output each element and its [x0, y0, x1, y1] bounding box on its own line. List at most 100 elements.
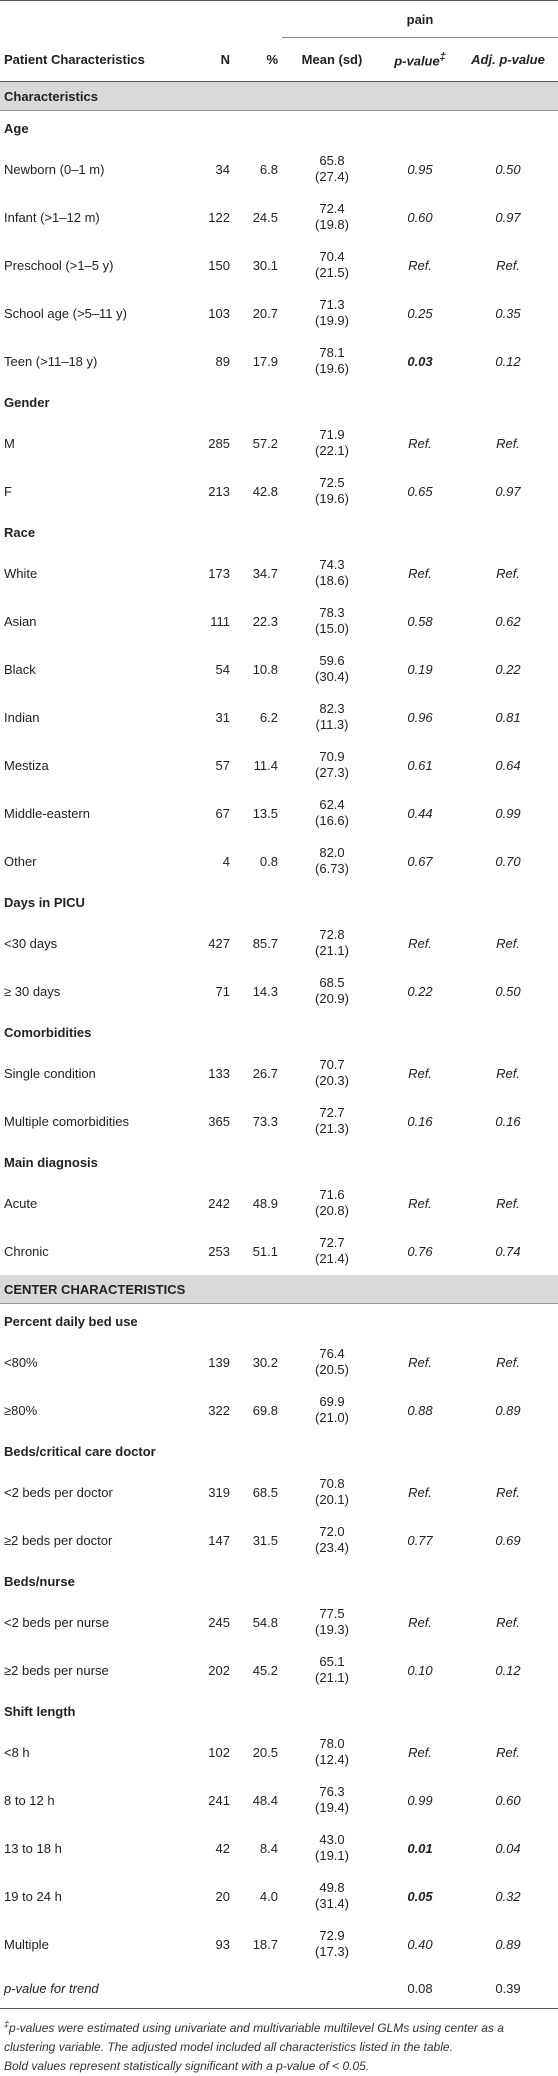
row-n: 322: [208, 1402, 230, 1418]
row-mean-sd: 70.8 (20.1): [282, 1468, 382, 1516]
row-adj-pvalue: 0.32: [495, 1888, 521, 1904]
row-mean: 72.7: [319, 1105, 345, 1120]
section-header-row: CENTER CHARACTERISTICS: [0, 1275, 558, 1304]
row-mean: 62.4: [319, 797, 345, 812]
row-pvalue: 0.25: [407, 305, 433, 321]
row-pvalue: 0.95: [407, 161, 433, 177]
row-n: 122: [208, 209, 230, 225]
table-row: Chronic 253 51.1 72.7 (21.4) 0.76 0.74: [0, 1227, 558, 1275]
row-label: Single condition: [4, 1065, 96, 1081]
row-adj-pvalue: 0.74: [495, 1243, 521, 1259]
row-sd: (11.3): [315, 717, 349, 732]
row-sd: (21.0): [315, 1410, 349, 1425]
row-mean-sd: 59.6 (30.4): [282, 645, 382, 693]
row-mean: 69.9: [319, 1394, 345, 1409]
row-label: Other: [4, 853, 37, 869]
row-pvalue: Ref.: [408, 1065, 432, 1081]
table-row: ≥80% 322 69.8 69.9 (21.0) 0.88 0.89: [0, 1386, 558, 1434]
table-row: ≥2 beds per doctor 147 31.5 72.0 (23.4) 0.77 0…: [0, 1516, 558, 1564]
row-mean-sd: 82.3 (11.3): [282, 693, 382, 741]
row-mean: 76.3: [319, 1784, 345, 1799]
row-adj-pvalue: Ref.: [496, 435, 520, 451]
row-n: 241: [208, 1792, 230, 1808]
row-pvalue: Ref.: [408, 257, 432, 273]
row-mean-sd: 78.3 (15.0): [282, 597, 382, 645]
row-adj-pvalue: Ref.: [496, 1065, 520, 1081]
table-row: Indian 31 6.2 82.3 (11.3) 0.96 0.81: [0, 693, 558, 741]
row-label: Mestiza: [4, 757, 49, 773]
row-label: 19 to 24 h: [4, 1888, 62, 1904]
group-header-row: Days in PICU: [0, 885, 558, 919]
row-mean-sd: 72.9 (17.3): [282, 1920, 382, 1968]
footnote-text: p-values were estimated using univariate…: [4, 2021, 504, 2054]
row-mean-sd: 72.4 (19.8): [282, 193, 382, 241]
row-n: 102: [208, 1744, 230, 1760]
row-percent: 48.4: [252, 1792, 278, 1808]
table-row: Multiple comorbidities 365 73.3 72.7 (21.3) 0…: [0, 1097, 558, 1145]
row-adj-pvalue: 0.69: [495, 1532, 521, 1548]
row-adj-pvalue: 0.62: [495, 613, 521, 629]
row-adj-pvalue: 0.97: [495, 483, 521, 499]
row-n: 213: [208, 483, 230, 499]
row-mean-sd: 49.8 (31.4): [282, 1872, 382, 1920]
row-percent: 45.2: [252, 1662, 278, 1678]
row-n: 150: [208, 257, 230, 273]
row-percent: 20.5: [252, 1744, 278, 1760]
row-sd: (23.4): [315, 1540, 349, 1555]
row-pvalue: 0.58: [407, 613, 433, 629]
table-row: Black 54 10.8 59.6 (30.4) 0.19 0.22: [0, 645, 558, 693]
row-n: 245: [208, 1614, 230, 1630]
row-sd: (31.4): [315, 1896, 349, 1911]
row-mean: 49.8: [319, 1880, 345, 1895]
group-header-row: Shift length: [0, 1694, 558, 1728]
row-mean-sd: 72.7 (21.3): [282, 1097, 382, 1145]
row-adj-pvalue: Ref.: [496, 1744, 520, 1760]
row-label: M: [4, 435, 15, 451]
row-percent: 18.7: [252, 1936, 278, 1952]
row-label: Indian: [4, 709, 40, 725]
row-percent: 17.9: [252, 353, 278, 369]
group-title: Beds/nurse: [4, 1573, 75, 1589]
table-row: 13 to 18 h 42 8.4 43.0 (19.1) 0.01 0.04: [0, 1824, 558, 1872]
row-mean: 70.9: [319, 749, 345, 764]
row-adj-pvalue: 0.97: [495, 209, 521, 225]
row-pvalue: 0.19: [407, 661, 433, 677]
row-mean: 68.5: [319, 975, 345, 990]
row-mean-sd: 68.5 (20.9): [282, 967, 382, 1015]
row-mean-sd: 70.7 (20.3): [282, 1049, 382, 1097]
row-n: 133: [208, 1065, 230, 1081]
row-pvalue: 0.96: [407, 709, 433, 725]
row-label: ≥2 beds per nurse: [4, 1662, 109, 1678]
row-n: 20: [215, 1888, 230, 1904]
group-title: Shift length: [4, 1703, 76, 1719]
row-n: 71: [215, 983, 230, 999]
row-mean-sd: 69.9 (21.0): [282, 1386, 382, 1434]
group-title: Days in PICU: [4, 894, 85, 910]
row-mean: 72.0: [319, 1524, 345, 1539]
row-adj-pvalue: 0.35: [495, 305, 521, 321]
row-mean: 82.0: [319, 845, 345, 860]
row-adj-pvalue: 0.50: [495, 161, 521, 177]
section-title: CENTER CHARACTERISTICS: [0, 1275, 558, 1304]
row-label: Newborn (0–1 m): [4, 161, 105, 177]
row-pvalue: 0.88: [407, 1402, 433, 1418]
row-mean-sd: 77.5 (19.3): [282, 1598, 382, 1646]
trend-label: p-value for trend: [0, 1968, 186, 2009]
row-n: 42: [215, 1840, 230, 1856]
row-label: 8 to 12 h: [4, 1792, 55, 1808]
row-sd: (15.0): [315, 621, 349, 636]
table-row: School age (>5–11 y) 103 20.7 71.3 (19.9) 0.2…: [0, 289, 558, 337]
row-pvalue: 0.05: [407, 1888, 433, 1904]
row-adj-pvalue: 0.12: [495, 1662, 521, 1678]
row-label: <2 beds per nurse: [4, 1614, 110, 1630]
row-adj-pvalue: Ref.: [496, 565, 520, 581]
row-percent: 51.1: [252, 1243, 278, 1259]
row-mean-sd: 70.9 (27.3): [282, 741, 382, 789]
row-mean-sd: 72.7 (21.4): [282, 1227, 382, 1275]
row-pvalue: 0.77: [407, 1532, 433, 1548]
row-sd: (30.4): [315, 669, 349, 684]
row-n: 67: [215, 805, 230, 821]
row-sd: (21.1): [315, 943, 349, 958]
row-adj-pvalue: 0.64: [495, 757, 521, 773]
row-n: 319: [208, 1484, 230, 1500]
